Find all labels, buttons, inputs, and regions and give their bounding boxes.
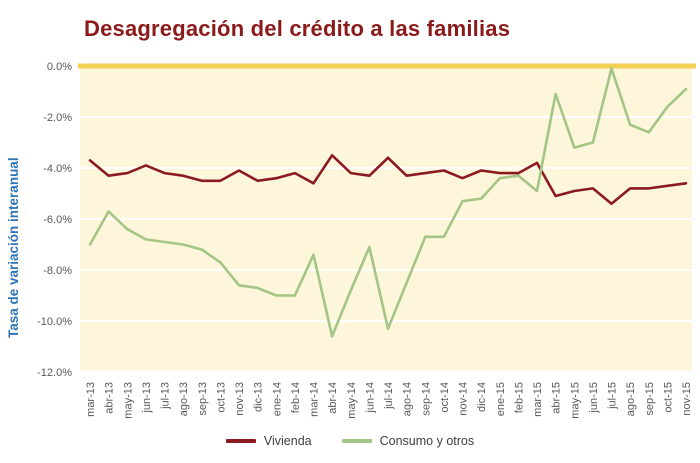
x-tick-label: oct-13 <box>215 382 227 413</box>
x-tick-label: abr-13 <box>104 382 116 414</box>
vivienda-line-swatch-icon <box>225 439 256 443</box>
chart-legend: Vivienda Consumo y otros <box>0 434 700 448</box>
x-tick-label: nov-14 <box>458 382 470 416</box>
x-tick-label: oct-14 <box>439 382 451 413</box>
y-tick-label: 0.0% <box>47 61 72 73</box>
legend-item-vivienda: Vivienda <box>225 434 312 448</box>
y-tick-label: -12.0% <box>37 367 72 379</box>
x-tick-label: sep-13 <box>197 382 209 416</box>
legend-label-consumo: Consumo y otros <box>379 434 475 448</box>
x-tick-label: jul-13 <box>160 382 172 410</box>
x-tick-label: abr-15 <box>551 382 563 414</box>
x-tick-label: feb-14 <box>290 382 302 413</box>
y-axis-title: Tasa de variación interanual <box>6 157 21 338</box>
y-tick-label: -8.0% <box>43 265 72 277</box>
x-tick-label: abr-14 <box>327 382 339 414</box>
x-tick-label: oct-15 <box>662 382 674 413</box>
x-tick-label: nov-15 <box>681 382 693 416</box>
y-tick-label: -6.0% <box>43 214 72 226</box>
x-tick-label: ago-14 <box>402 382 414 416</box>
y-tick-label: -2.0% <box>43 112 72 124</box>
x-tick-label: jul-14 <box>383 382 395 410</box>
x-tick-label: ago-13 <box>178 382 190 416</box>
series-line-vivienda <box>88 154 688 205</box>
y-tick-label: -4.0% <box>43 163 72 175</box>
chart-title: Desagregación del crédito a las familias <box>84 16 511 41</box>
series-line-consumo-y-otros <box>88 67 688 338</box>
x-tick-label: ago-15 <box>625 382 637 416</box>
x-tick-label: feb-15 <box>513 382 525 413</box>
x-tick-label: jun-15 <box>588 382 600 414</box>
x-tick-label: nov-13 <box>234 382 246 416</box>
x-tick-label: jun-13 <box>141 382 153 414</box>
x-tick-label: mar-15 <box>532 382 544 417</box>
x-tick-label: may-14 <box>346 382 358 419</box>
x-tick-label: sep-15 <box>644 382 656 416</box>
x-tick-label: mar-14 <box>309 382 321 417</box>
x-tick-label: jul-15 <box>607 382 619 410</box>
y-tick-label: -10.0% <box>37 316 72 328</box>
x-tick-label: mar-13 <box>85 382 97 417</box>
x-tick-label: ene-14 <box>271 382 283 416</box>
x-tick-label: ene-15 <box>495 382 507 416</box>
x-tick-label: dic-14 <box>476 382 488 412</box>
legend-label-vivienda: Vivienda <box>263 434 312 448</box>
legend-item-consumo: Consumo y otros <box>341 434 475 448</box>
consumo-line-swatch-icon <box>341 439 372 443</box>
x-tick-label: dic-13 <box>253 382 265 412</box>
x-tick-label: jun-14 <box>364 382 376 414</box>
x-tick-label: may-13 <box>122 382 134 419</box>
x-tick-label: may-15 <box>569 382 581 419</box>
x-tick-label: sep-14 <box>420 382 432 416</box>
